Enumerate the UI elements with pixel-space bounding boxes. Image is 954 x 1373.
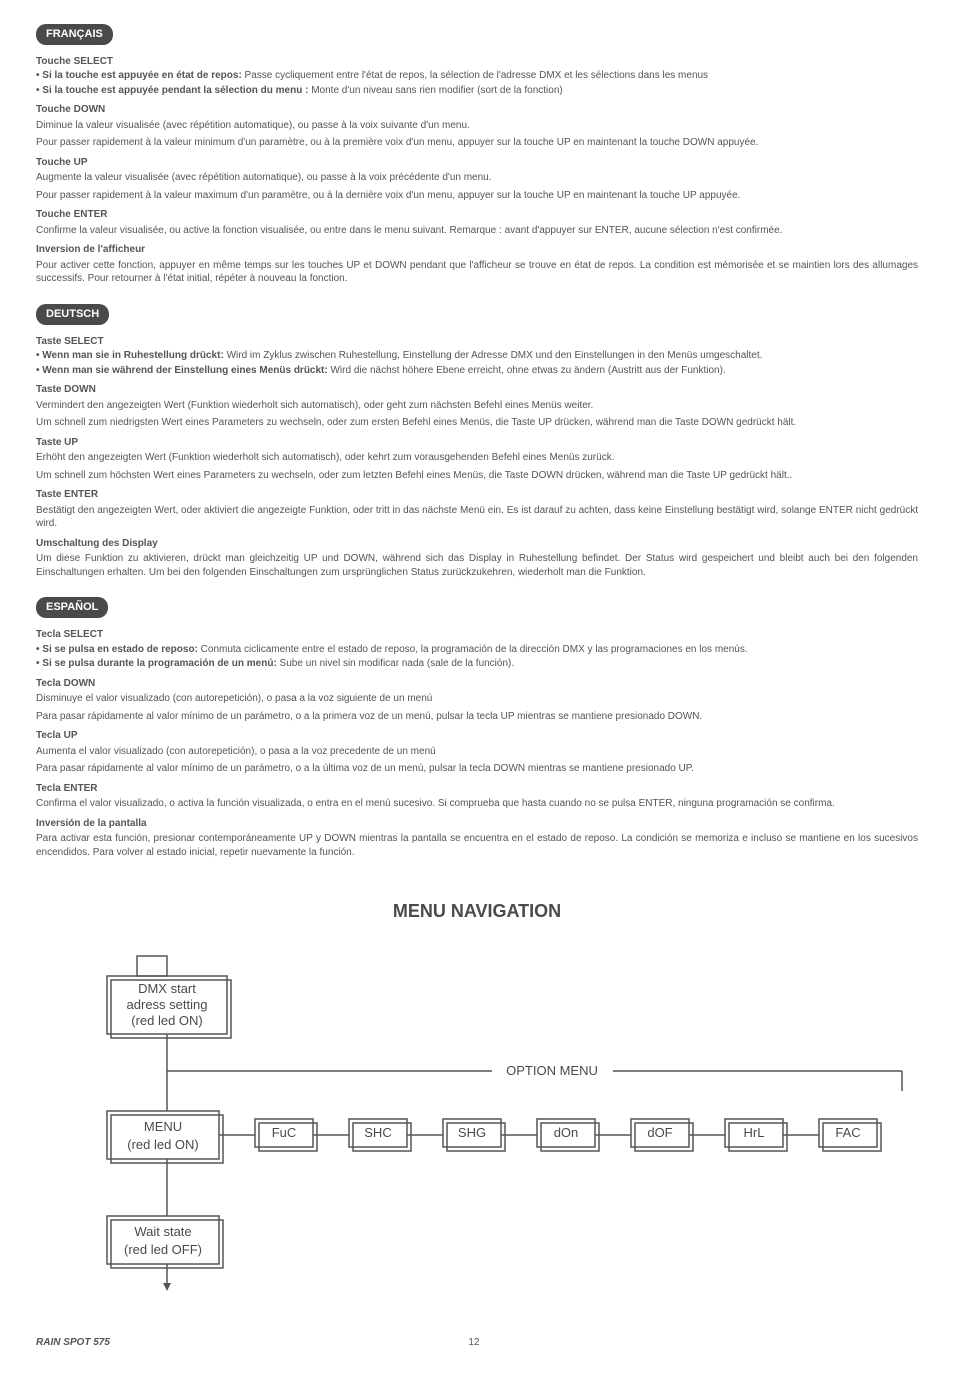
svg-text:dOn: dOn (554, 1125, 579, 1140)
footer-product: RAIN SPOT 575 (36, 1336, 110, 1350)
es-select-b2-label: • Si se pulsa durante la programación de… (36, 658, 277, 669)
svg-text:SHG: SHG (458, 1125, 486, 1140)
svg-text:dOF: dOF (647, 1125, 672, 1140)
svg-text:HrL: HrL (744, 1125, 765, 1140)
es-down-p2: Para pasar rápidamente al valor mínimo d… (36, 710, 918, 724)
lang-badge-fr: FRANÇAIS (36, 24, 113, 45)
de-down-p2: Um schnell zum niedrigsten Wert eines Pa… (36, 416, 918, 430)
es-select-b2: • Si se pulsa durante la programación de… (36, 657, 918, 671)
svg-text:FuC: FuC (272, 1125, 297, 1140)
dmx-l1: DMX start (138, 981, 196, 996)
node-fac: FAC (819, 1119, 881, 1151)
node-fuc: FuC (255, 1119, 317, 1151)
es-up-p2: Para pasar rápidamente al valor mínimo d… (36, 762, 918, 776)
footer: RAIN SPOT 575 12 (36, 1336, 918, 1350)
de-ums-title: Umschaltung des Display (36, 537, 918, 551)
es-enter-p1: Confirma el valor visualizado, o activa … (36, 797, 918, 811)
dmx-l3: (red led ON) (131, 1013, 203, 1028)
node-shc: SHC (349, 1119, 411, 1151)
es-inv-title: Inversión de la pantalla (36, 817, 918, 831)
es-down-p1: Disminuye el valor visualizado (con auto… (36, 692, 918, 706)
node-don: dOn (537, 1119, 599, 1151)
de-up-p1: Erhöht den angezeigten Wert (Funktion wi… (36, 451, 918, 465)
de-select-b2: • Wenn man sie während der Einstellung e… (36, 364, 918, 378)
dmx-top-tab (137, 956, 167, 976)
flowchart: DMX start adress setting (red led ON) OP… (36, 951, 918, 1296)
de-ums-p1: Um diese Funktion zu aktivieren, drückt … (36, 552, 918, 579)
es-select-b1-text: Conmuta ciclicamente entre el estado de … (198, 644, 748, 655)
de-enter-p1: Bestätigt den angezeigten Wert, oder akt… (36, 504, 918, 531)
de-select-b2-text: Wird die nächst höhere Ebene erreicht, o… (328, 365, 726, 376)
fr-inv-title: Inversion de l'afficheur (36, 243, 918, 257)
es-down-title: Tecla DOWN (36, 677, 918, 691)
node-hrl: HrL (725, 1119, 787, 1151)
fr-up-p1: Augmente la valeur visualisée (avec répé… (36, 171, 918, 185)
fr-up-p2: Pour passer rapidement à la valeur maxim… (36, 189, 918, 203)
fr-select-b2-label: • Si la touche est appuyée pendant la sé… (36, 85, 308, 96)
fr-select-b1: • Si la touche est appuyée en état de re… (36, 69, 918, 83)
fr-inv-p1: Pour activer cette fonction, appuyer en … (36, 259, 918, 286)
de-up-p2: Um schnell zum höchsten Wert eines Param… (36, 469, 918, 483)
wait-l2: (red led OFF) (124, 1242, 202, 1257)
es-up-title: Tecla UP (36, 729, 918, 743)
menu-nav-heading: MENU NAVIGATION (36, 899, 918, 923)
de-select-b1-text: Wird im Zyklus zwischen Ruhestellung, Ei… (224, 350, 763, 361)
fr-up-title: Touche UP (36, 156, 918, 170)
es-enter-title: Tecla ENTER (36, 782, 918, 796)
de-enter-title: Taste ENTER (36, 488, 918, 502)
svg-text:FAC: FAC (835, 1125, 860, 1140)
fr-down-p2: Pour passer rapidement à la valeur minim… (36, 136, 918, 150)
svg-text:SHC: SHC (364, 1125, 391, 1140)
lang-badge-de: DEUTSCH (36, 304, 109, 325)
wait-l1: Wait state (134, 1224, 191, 1239)
es-up-p1: Aumenta el valor visualizado (con autore… (36, 745, 918, 759)
de-select-b2-label: • Wenn man sie während der Einstellung e… (36, 365, 328, 376)
fr-select-title: Touche SELECT (36, 55, 918, 69)
es-select-b1: • Si se pulsa en estado de reposo: Conmu… (36, 643, 918, 657)
fr-down-p1: Diminue la valeur visualisée (avec répét… (36, 119, 918, 133)
fr-enter-title: Touche ENTER (36, 208, 918, 222)
lang-badge-es: ESPAÑOL (36, 597, 108, 618)
es-select-b1-label: • Si se pulsa en estado de reposo: (36, 644, 198, 655)
de-select-title: Taste SELECT (36, 335, 918, 349)
es-inv-p1: Para activar esta función, presionar con… (36, 832, 918, 859)
es-select-b2-text: Sube un nivel sin modificar nada (sale d… (277, 658, 514, 669)
footer-page: 12 (468, 1336, 479, 1350)
menu-l2: (red led ON) (127, 1137, 199, 1152)
fr-select-b1-text: Passe cycliquement entre l'état de repos… (242, 70, 708, 81)
es-select-title: Tecla SELECT (36, 628, 918, 642)
fr-down-title: Touche DOWN (36, 103, 918, 117)
option-menu-label: OPTION MENU (506, 1063, 598, 1078)
de-down-p1: Vermindert den angezeigten Wert (Funktio… (36, 399, 918, 413)
de-select-b1: • Wenn man sie in Ruhestellung drückt: W… (36, 349, 918, 363)
fr-select-b2-text: Monte d'un niveau sans rien modifier (so… (308, 85, 562, 96)
de-down-title: Taste DOWN (36, 383, 918, 397)
node-dof: dOF (631, 1119, 693, 1151)
node-shg: SHG (443, 1119, 505, 1151)
fr-select-b1-label: • Si la touche est appuyée en état de re… (36, 70, 242, 81)
menu-l1: MENU (144, 1119, 182, 1134)
de-select-b1-label: • Wenn man sie in Ruhestellung drückt: (36, 350, 224, 361)
dmx-l2: adress setting (127, 997, 208, 1012)
fr-select-b2: • Si la touche est appuyée pendant la sé… (36, 84, 918, 98)
fr-enter-p1: Confirme la valeur visualisée, ou active… (36, 224, 918, 238)
de-up-title: Taste UP (36, 436, 918, 450)
arrowhead-icon (163, 1283, 171, 1291)
